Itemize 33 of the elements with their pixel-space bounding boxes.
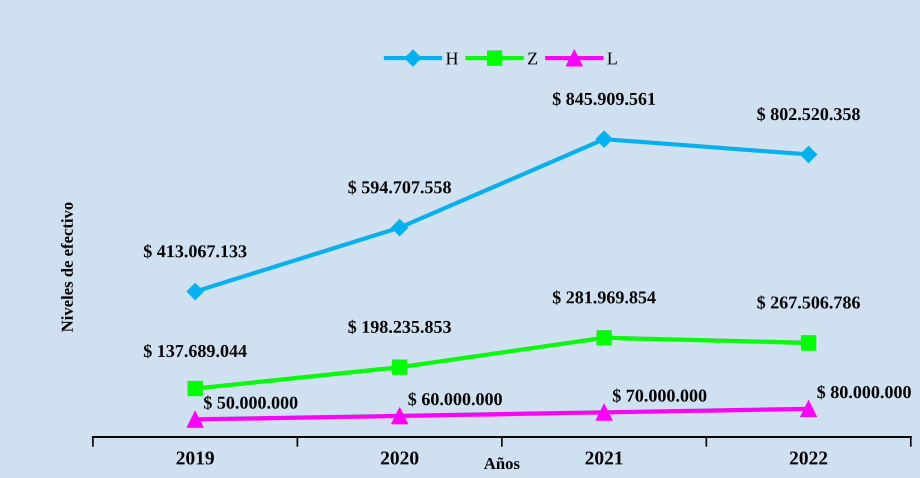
point — [391, 408, 408, 424]
data-label: $ 413.067.133 — [144, 244, 246, 259]
point — [596, 330, 612, 346]
point — [596, 404, 612, 421]
legend-label: L — [607, 52, 617, 64]
y-axis-title: Niveles de efectivo — [60, 202, 73, 332]
x-tick-label: 2019 — [176, 451, 214, 465]
data-label: $ 845.909.561 — [552, 92, 656, 106]
x-tick-label: 2022 — [790, 451, 828, 465]
point — [800, 146, 818, 163]
data-label: $ 50.000.000 — [204, 396, 298, 410]
point — [596, 130, 613, 148]
legend-label: Z — [528, 52, 538, 64]
data-label: $ 198.235.853 — [348, 320, 451, 334]
point — [800, 335, 816, 350]
data-label: $ 60.000.000 — [408, 392, 502, 406]
data-label: $ 70.000.000 — [612, 388, 706, 403]
point — [188, 380, 203, 396]
x-tick-label: 2020 — [381, 451, 418, 465]
x-tick-label: 2021 — [585, 451, 623, 465]
point — [186, 283, 204, 300]
data-label: $ 137.689.044 — [144, 344, 247, 358]
point — [800, 400, 817, 418]
data-label: $ 802.520.358 — [757, 106, 860, 122]
data-label: $ 267.506.786 — [757, 295, 860, 310]
x-axis-title: Años — [484, 457, 520, 470]
point — [391, 219, 408, 236]
legend-label: H — [446, 52, 458, 64]
point — [186, 411, 204, 428]
data-label: $ 594.707.558 — [348, 180, 451, 195]
point — [392, 360, 408, 375]
data-label: $ 80.000.000 — [817, 384, 911, 400]
data-label: $ 281.969.854 — [552, 290, 656, 305]
